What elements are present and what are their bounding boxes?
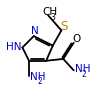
Text: NH: NH bbox=[75, 64, 90, 74]
Text: 2: 2 bbox=[37, 77, 42, 86]
Text: NH: NH bbox=[30, 72, 45, 82]
Text: O: O bbox=[72, 34, 81, 44]
Text: HN: HN bbox=[6, 42, 22, 52]
Text: N: N bbox=[31, 26, 39, 36]
Text: S: S bbox=[60, 20, 67, 33]
Text: 3: 3 bbox=[50, 13, 55, 22]
Text: CH: CH bbox=[42, 7, 57, 17]
Text: 2: 2 bbox=[82, 70, 87, 79]
